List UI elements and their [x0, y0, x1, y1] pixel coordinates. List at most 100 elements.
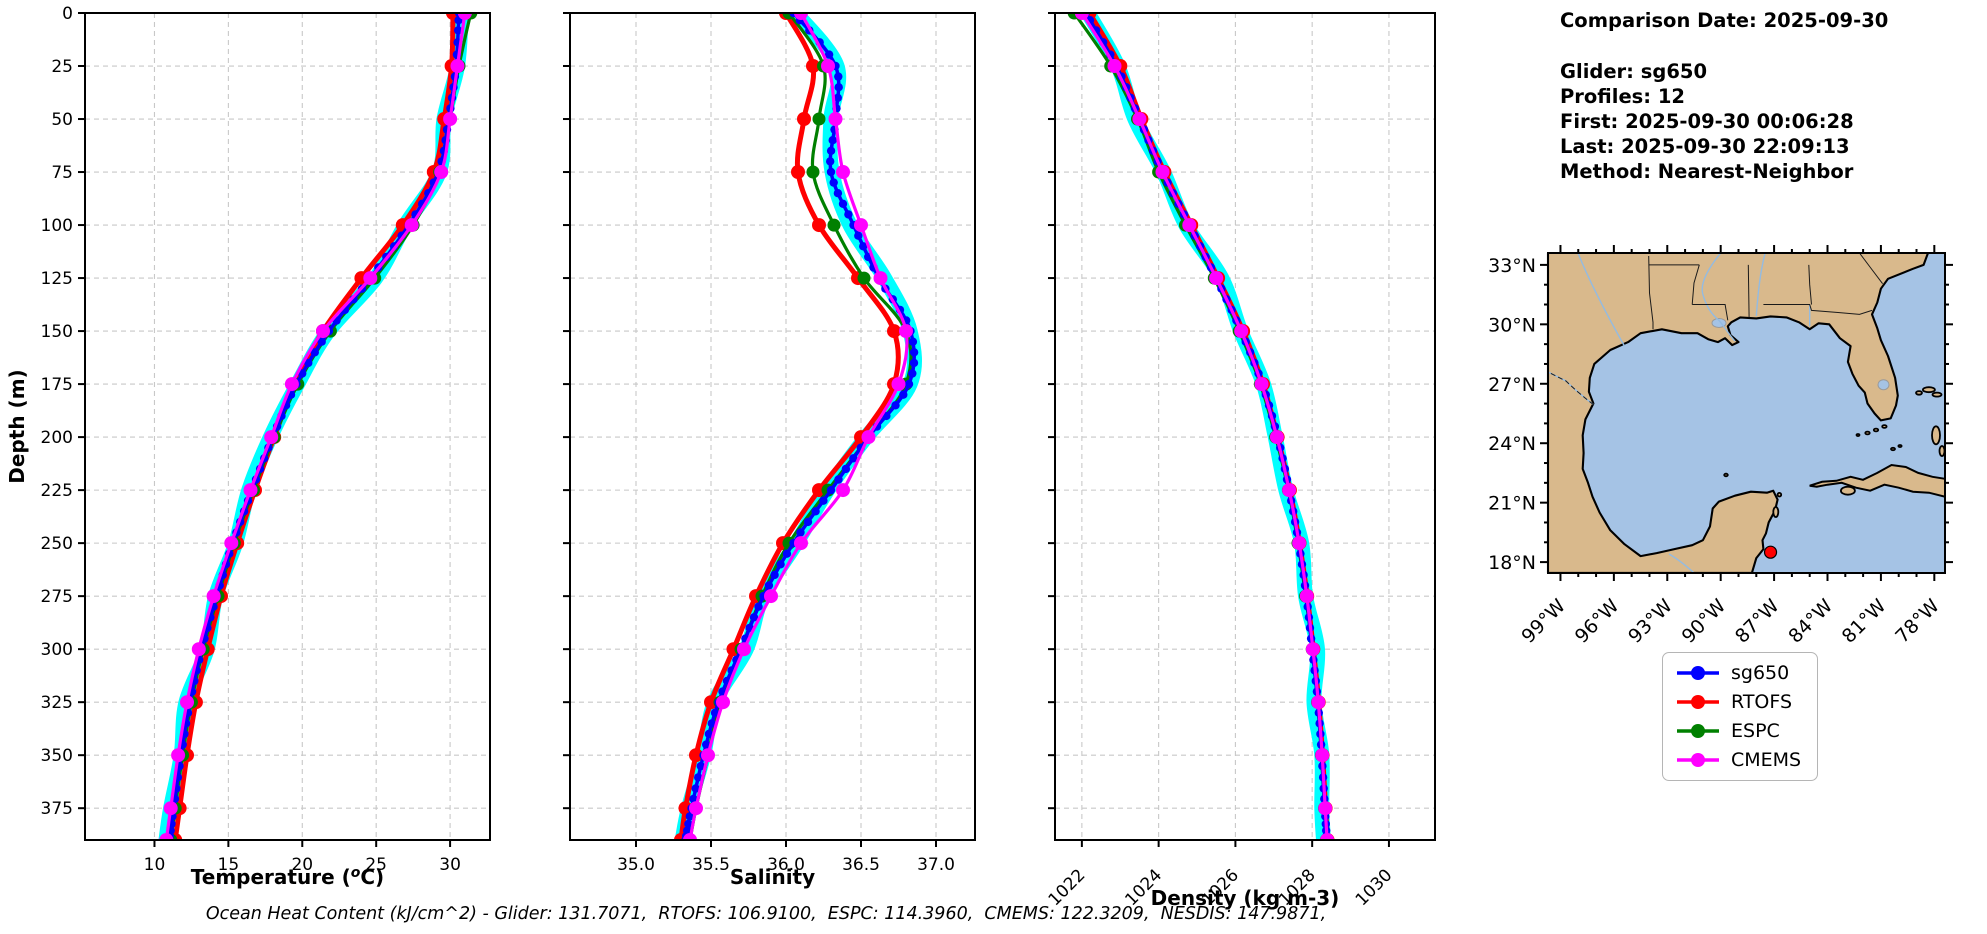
data-point-sg650 [811, 507, 820, 516]
first-profile-time: First: 2025-09-30 00:06:28 [1560, 110, 1854, 133]
data-point-CMEMS [836, 483, 850, 498]
data-point-sg650 [841, 464, 851, 474]
data-point-sg650 [904, 379, 914, 389]
legend-label: sg650 [1731, 662, 1790, 684]
legend-line-marker-icon [1677, 724, 1719, 738]
data-point-CMEMS [180, 695, 194, 710]
profiles-count: Profiles: 12 [1560, 85, 1685, 108]
data-point-CMEMS [1107, 59, 1122, 73]
data-point-sg650 [819, 496, 828, 505]
y-tick-label: 275 [41, 587, 73, 607]
data-point-CMEMS [873, 271, 888, 286]
series-line-CMEMS [164, 13, 467, 840]
data-point-CMEMS [794, 536, 808, 551]
data-point-sg650 [824, 50, 834, 59]
map-lat-label: 33°N [1488, 255, 1536, 277]
data-point-sg650 [770, 570, 779, 580]
data-point-CMEMS [443, 112, 458, 126]
data-point-CMEMS [899, 324, 913, 339]
data-point-CMEMS [243, 483, 258, 498]
data-point-sg650 [826, 485, 836, 495]
y-tick-label: 100 [41, 216, 73, 236]
chart-series-group [158, 13, 478, 840]
data-point-ESPC [812, 112, 826, 126]
map-islands [1723, 386, 1946, 518]
data-point-ESPC [827, 218, 841, 232]
x-tick-label: 25 [365, 855, 387, 875]
data-point-CMEMS [264, 430, 279, 445]
x-axis-label: Density (kg m-3) [1151, 886, 1340, 910]
data-point-CMEMS [191, 642, 206, 657]
y-tick-label: 150 [41, 322, 73, 342]
map-lat-label: 27°N [1488, 374, 1536, 396]
chart-series-group [674, 13, 922, 840]
x-tick-label: 10 [144, 855, 166, 875]
data-point-CMEMS [457, 13, 472, 20]
map-mainland [1546, 251, 1930, 574]
data-point-sg650 [833, 93, 842, 103]
data-point-CMEMS [1132, 112, 1147, 126]
data-point-sg650 [899, 390, 908, 399]
data-point-CMEMS [206, 589, 221, 604]
data-point-sg650 [833, 189, 843, 198]
series-line-RTOFS [1087, 13, 1330, 840]
data-point-sg650 [909, 358, 919, 368]
data-point-CMEMS [159, 833, 174, 840]
data-point-sg650 [826, 146, 836, 155]
ocean-heat-content-caption: Ocean Heat Content (kJ/cm^2) - Glider: 1… [205, 904, 1327, 924]
data-point-sg650 [849, 454, 858, 463]
legend-label: ESPC [1731, 720, 1780, 742]
data-point-sg650 [834, 83, 843, 92]
data-point-CMEMS [1305, 642, 1320, 657]
data-point-RTOFS [689, 748, 703, 763]
legend-line-marker-icon [1677, 695, 1719, 709]
chart-series-group [1067, 13, 1335, 840]
x-tick-label: 35.0 [617, 855, 655, 875]
data-point-CMEMS [1254, 377, 1269, 392]
y-tick-label: 250 [41, 534, 73, 554]
data-point-RTOFS [704, 695, 718, 710]
legend-label: CMEMS [1731, 749, 1802, 771]
data-point-sg650 [859, 242, 868, 251]
y-tick-label: 125 [41, 269, 73, 289]
method: Method: Nearest-Neighbor [1560, 160, 1854, 183]
plot-frame [569, 12, 976, 841]
data-point-sg650 [826, 167, 836, 177]
x-tick-label: 1030 [1352, 865, 1397, 910]
glider-name: Glider: sg650 [1560, 60, 1708, 83]
data-point-sg650 [689, 794, 698, 804]
data-point-sg650 [691, 784, 700, 793]
y-tick-label: 50 [51, 110, 73, 130]
glider-position-marker [1763, 545, 1778, 559]
legend-line-marker-icon [1677, 666, 1719, 680]
data-point-sg650 [908, 369, 917, 378]
y-tick-label: 225 [41, 481, 73, 501]
y-tick-label: 300 [41, 640, 73, 660]
comparison-date: Comparison Date: 2025-09-30 [1560, 9, 1889, 32]
data-point-sg650 [710, 708, 720, 717]
x-tick-label: 15 [218, 855, 240, 875]
y-tick-label: 325 [41, 693, 73, 713]
data-point-sg650 [796, 528, 805, 537]
data-point-sg650 [704, 729, 714, 739]
x-tick-label: 30 [439, 855, 461, 875]
data-point-CMEMS [1315, 748, 1330, 763]
data-point-RTOFS [812, 218, 826, 233]
data-point-sg650 [838, 199, 848, 208]
legend-item-RTOFS: RTOFS [1675, 691, 1801, 713]
data-point-CMEMS [1074, 13, 1089, 20]
data-point-sg650 [696, 761, 705, 771]
data-point-CMEMS [284, 377, 299, 392]
data-point-sg650 [826, 157, 835, 166]
legend: sg650 RTOFS ESPC CMEMS [1662, 652, 1819, 781]
data-point-CMEMS [363, 271, 378, 286]
x-axis-label: Temperature (oC) [191, 865, 384, 889]
chart-temperature: 10 15 20 25 30025507510012515017520022525027… [5, 4, 491, 889]
uncertainty-band [158, 13, 469, 840]
data-point-sg650 [454, 26, 463, 35]
data-point-CMEMS [171, 748, 186, 763]
map-state-borders [1547, 252, 1883, 405]
data-point-CMEMS [1282, 483, 1297, 498]
